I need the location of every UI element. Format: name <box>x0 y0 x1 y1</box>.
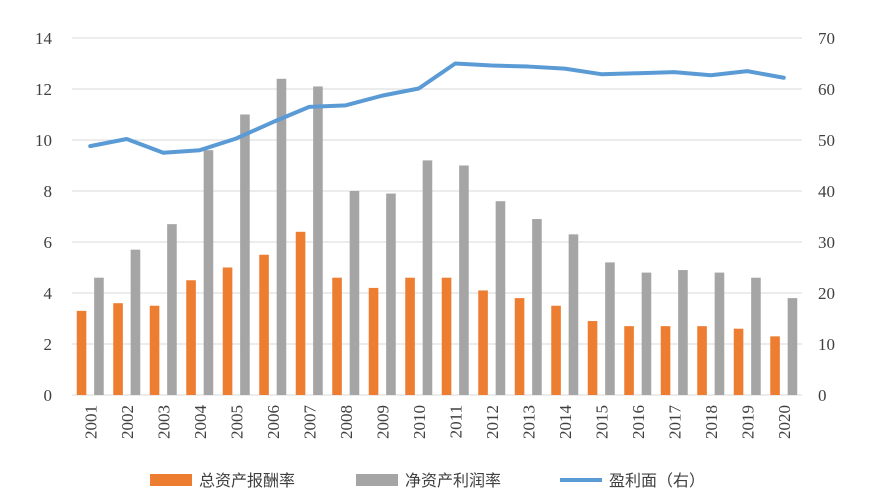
y-right-tick-label: 0 <box>818 386 827 405</box>
x-tick-label: 2013 <box>519 405 538 439</box>
bar-net-asset-profit-2019 <box>751 277 761 395</box>
y-right-tick-label: 40 <box>818 182 835 201</box>
legend-swatch <box>150 474 192 486</box>
bar-series-group <box>76 78 798 396</box>
y-right-tick-label: 10 <box>818 335 835 354</box>
legend: 总资产报酬率 净资产利润率 盈利面（右） <box>150 471 705 490</box>
x-tick-label: 2003 <box>154 405 173 439</box>
bar-net-asset-profit-2020 <box>787 298 798 395</box>
y-left-tick-label: 12 <box>35 80 52 99</box>
y-left-tick-label: 4 <box>44 284 53 303</box>
legend-item-2: 盈利面（右） <box>560 471 705 490</box>
y-left-tick-label: 8 <box>44 182 53 201</box>
y-right-tick-label: 50 <box>818 131 835 150</box>
x-tick-label: 2010 <box>410 405 429 439</box>
x-tick-label: 2015 <box>592 405 611 439</box>
bar-total-asset-return-2009 <box>368 287 379 395</box>
bar-total-asset-return-2015 <box>587 321 598 395</box>
bar-total-asset-return-2020 <box>770 336 780 395</box>
bar-net-asset-profit-2010 <box>422 160 433 395</box>
x-tick-label: 2017 <box>665 405 684 440</box>
bar-net-asset-profit-2003 <box>167 224 177 395</box>
bar-total-asset-return-2004 <box>186 280 196 395</box>
x-tick-label: 2014 <box>556 405 575 440</box>
legend-label: 盈利面（右） <box>609 471 705 490</box>
legend-label: 净资产利润率 <box>405 471 501 490</box>
bar-net-asset-profit-2008 <box>349 191 360 395</box>
bar-total-asset-return-2018 <box>697 326 707 395</box>
bar-total-asset-return-2002 <box>113 303 123 395</box>
y-axis-right: 0 10 20 30 40 50 60 70 <box>818 29 835 405</box>
bar-total-asset-return-2013 <box>514 298 525 395</box>
y-right-tick-label: 60 <box>818 80 835 99</box>
bar-net-asset-profit-2007 <box>313 86 323 395</box>
x-tick-label: 2004 <box>191 405 210 440</box>
bar-total-asset-return-2016 <box>624 326 634 395</box>
x-tick-label: 2007 <box>300 405 319 440</box>
bar-net-asset-profit-2013 <box>532 219 542 395</box>
x-tick-label: 2008 <box>337 405 356 439</box>
x-tick-label: 2002 <box>118 405 137 439</box>
legend-item-1: 净资产利润率 <box>356 471 501 490</box>
bar-total-asset-return-2003 <box>149 305 160 395</box>
legend-item-0: 总资产报酬率 <box>150 471 295 490</box>
bar-total-asset-return-2014 <box>551 305 561 395</box>
bar-total-asset-return-2017 <box>660 326 671 395</box>
bar-net-asset-profit-2011 <box>459 165 469 395</box>
x-tick-label: 2005 <box>227 405 246 439</box>
bar-total-asset-return-2012 <box>478 290 488 395</box>
x-tick-label: 2016 <box>629 405 648 439</box>
y-right-tick-label: 30 <box>818 233 835 252</box>
y-left-tick-label: 0 <box>44 386 53 405</box>
line-series-group <box>88 61 786 155</box>
bar-net-asset-profit-2002 <box>130 249 141 395</box>
bar-total-asset-return-2011 <box>441 277 452 395</box>
bar-net-asset-profit-2009 <box>386 193 396 395</box>
x-tick-label: 2012 <box>483 405 502 439</box>
y-axis-left: 0 2 4 6 8 10 12 14 <box>35 29 53 405</box>
bar-net-asset-profit-2001 <box>94 277 104 395</box>
bar-net-asset-profit-2012 <box>495 201 506 395</box>
x-tick-label: 2019 <box>738 405 757 439</box>
bar-total-asset-return-2008 <box>332 277 342 395</box>
x-axis: 2001 2002 2003 2004 2005 2006 2007 2008 2009 2010… <box>81 405 794 440</box>
bar-net-asset-profit-2005 <box>240 114 250 395</box>
legend-label: 总资产报酬率 <box>199 471 295 490</box>
y-left-tick-label: 10 <box>35 131 52 150</box>
bar-net-asset-profit-2015 <box>605 262 615 395</box>
bar-net-asset-profit-2018 <box>714 272 725 395</box>
bar-total-asset-return-2005 <box>222 267 233 395</box>
x-tick-label: 2009 <box>373 405 392 439</box>
x-tick-label: 2020 <box>775 405 794 439</box>
x-tick-label: 2001 <box>81 405 100 439</box>
legend-swatch <box>356 474 398 486</box>
x-tick-label: 2018 <box>702 405 721 439</box>
y-right-tick-label: 20 <box>818 284 835 303</box>
line-profit-coverage <box>88 61 786 155</box>
x-tick-label: 2006 <box>264 405 283 439</box>
bar-total-asset-return-2006 <box>259 254 269 395</box>
bar-total-asset-return-2001 <box>76 310 87 395</box>
x-tick-label: 2011 <box>446 405 465 438</box>
bar-net-asset-profit-2014 <box>568 234 579 395</box>
bar-total-asset-return-2019 <box>733 328 744 395</box>
bar-total-asset-return-2010 <box>405 277 415 395</box>
bar-net-asset-profit-2004 <box>203 150 214 395</box>
bar-net-asset-profit-2016 <box>641 272 652 395</box>
y-right-tick-label: 70 <box>818 29 835 48</box>
y-left-tick-label: 2 <box>44 335 53 354</box>
bar-total-asset-return-2007 <box>295 231 306 395</box>
y-left-tick-label: 14 <box>35 29 53 48</box>
gridlines <box>72 37 802 396</box>
bar-net-asset-profit-2017 <box>678 270 688 395</box>
y-left-tick-label: 6 <box>44 233 53 252</box>
bar-net-asset-profit-2006 <box>276 78 287 396</box>
